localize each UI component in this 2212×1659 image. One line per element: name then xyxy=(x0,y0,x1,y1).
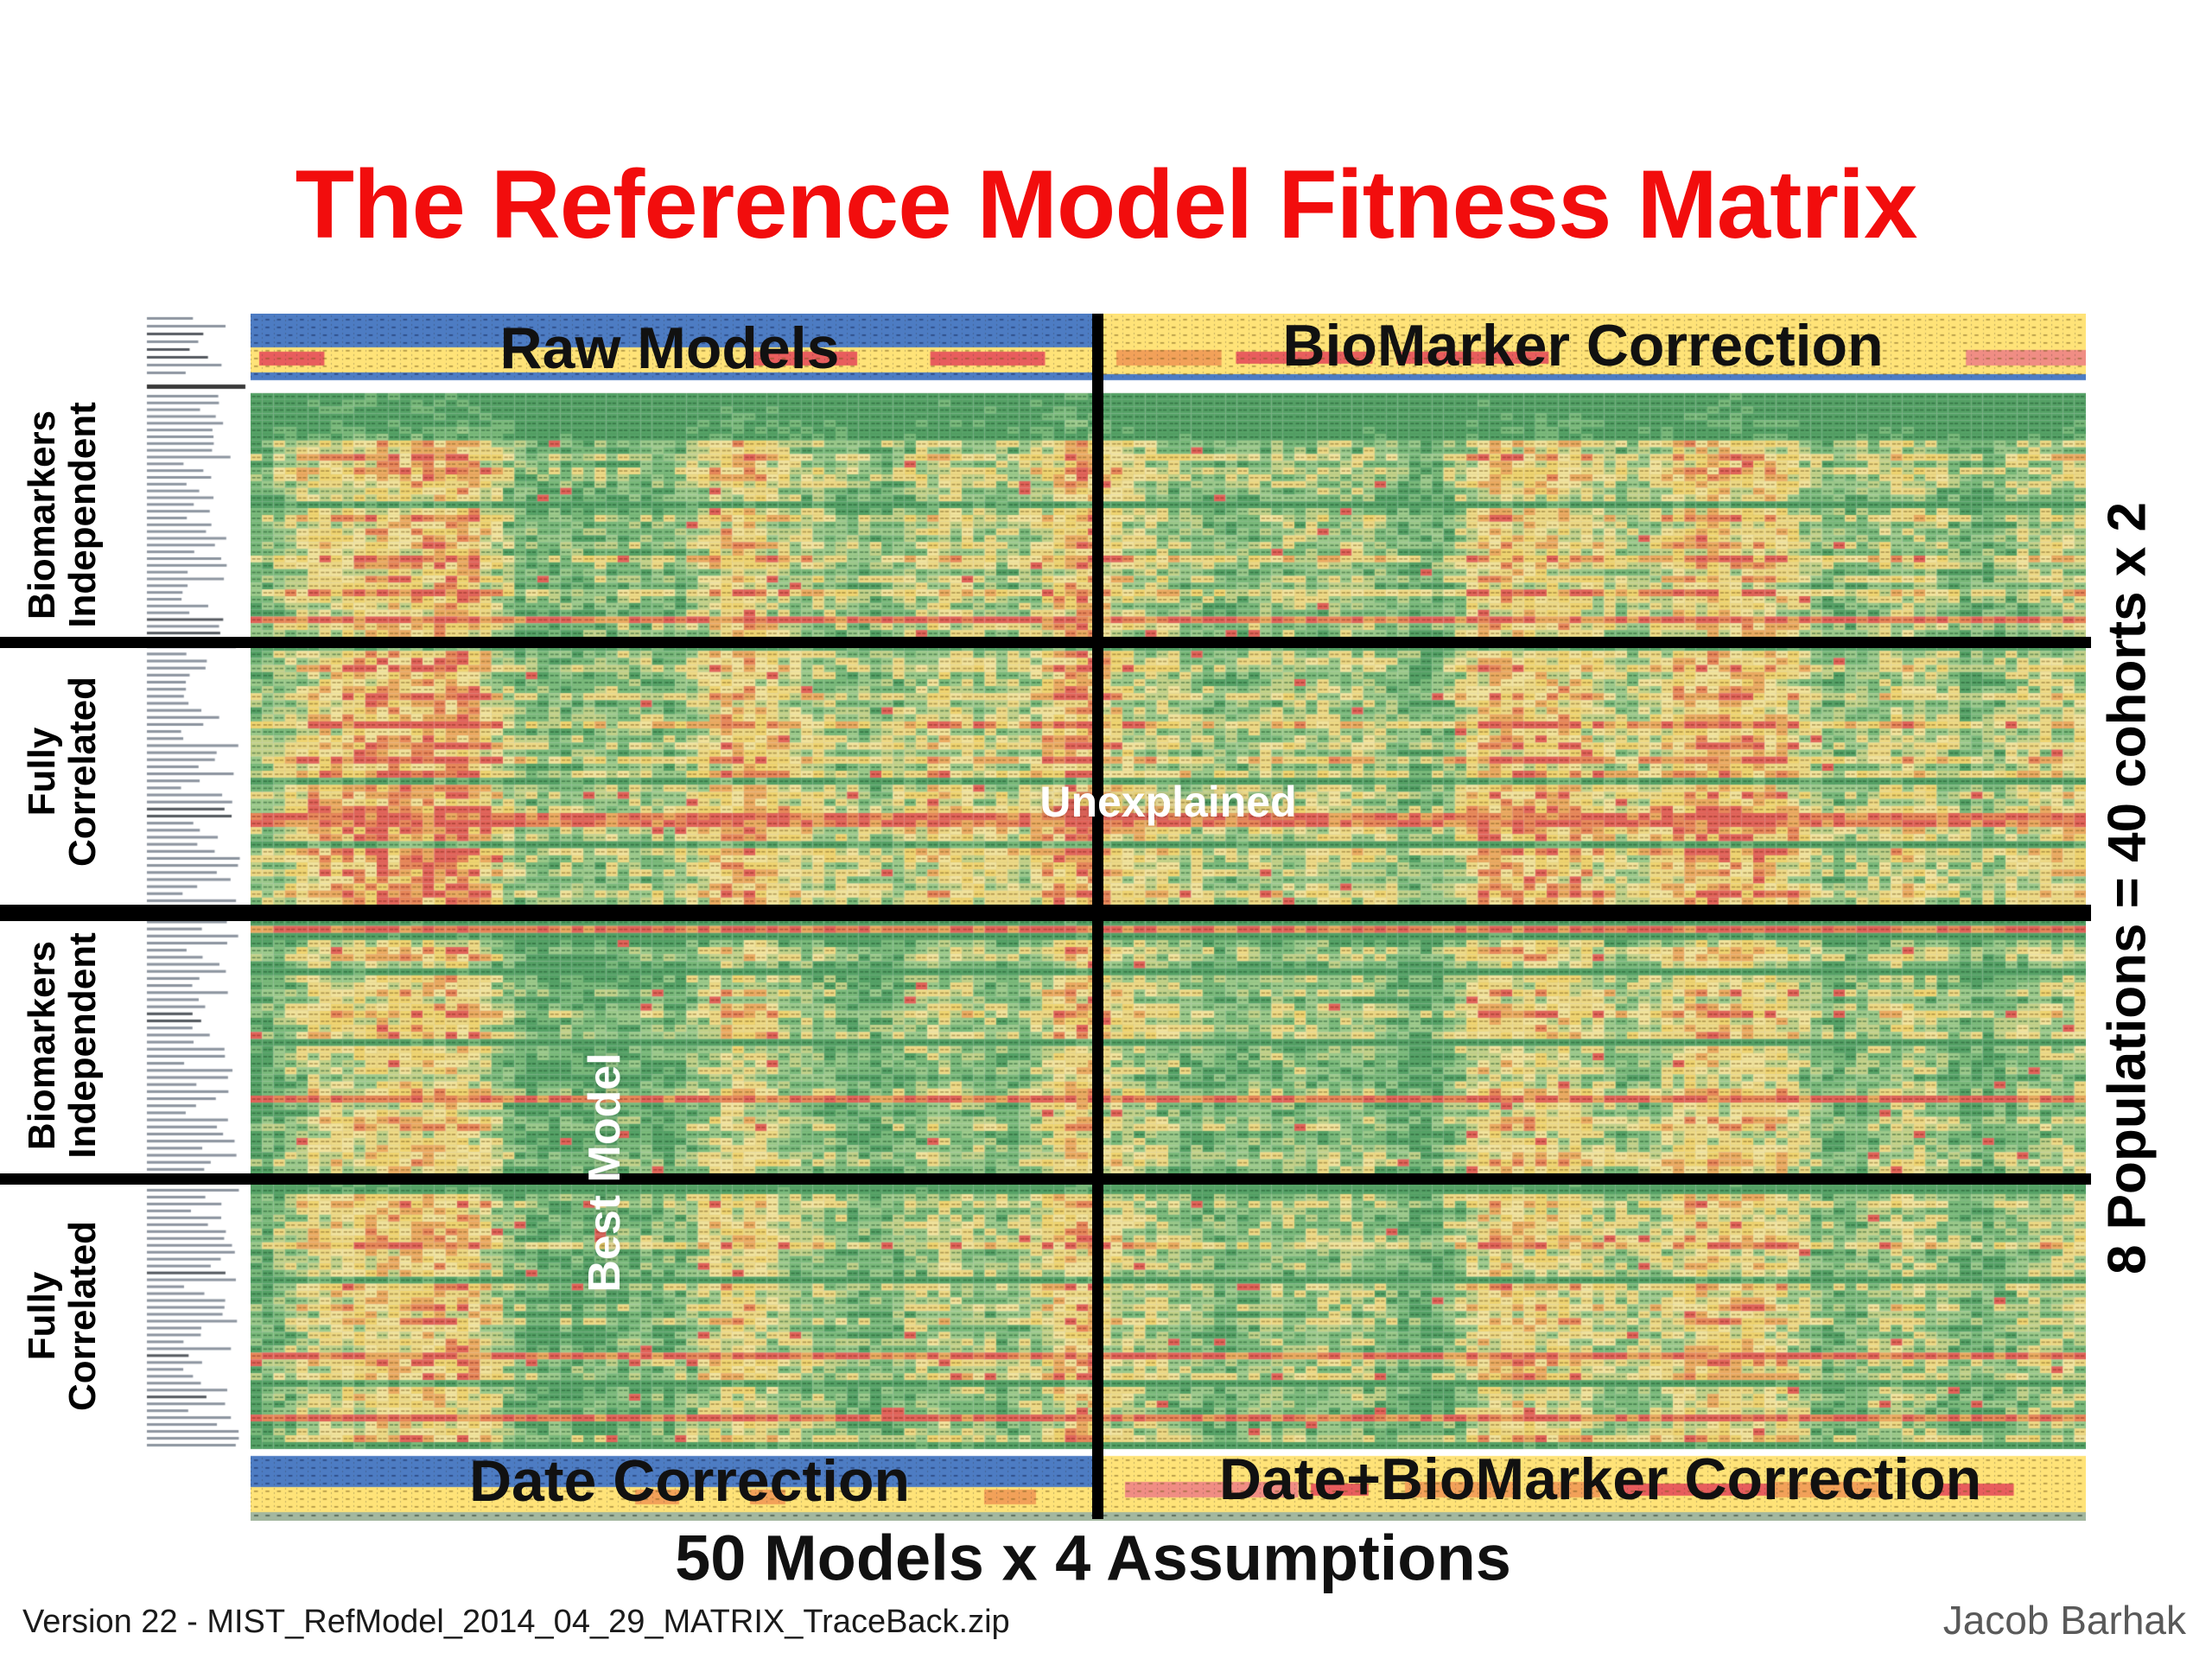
horizontal-divider-3 xyxy=(0,1173,2091,1185)
footer-author: Jacob Barhak xyxy=(1942,1598,2186,1643)
row-group-line: Independent xyxy=(61,402,104,628)
row-group-label-fully-correlated-1: Fully Correlated xyxy=(21,676,104,868)
quadrant-label-biomarker-correction: BioMarker Correction xyxy=(1282,313,1884,378)
horizontal-divider-1 xyxy=(0,637,2091,648)
row-group-line: Independent xyxy=(61,932,104,1159)
row-group-label-fully-correlated-2: Fully Correlated xyxy=(21,1220,104,1412)
right-axis-label: 8 Populations = 40 cohorts x 2 xyxy=(2097,501,2158,1275)
row-group-line: Correlated xyxy=(61,676,104,868)
row-group-line: Biomarkers xyxy=(21,410,63,620)
row-group-line: Biomarkers xyxy=(21,940,63,1151)
quadrant-label-date-correction: Date Correction xyxy=(468,1448,911,1514)
row-group-line: Fully xyxy=(21,1271,63,1361)
horizontal-divider-2 xyxy=(0,905,2091,921)
quadrant-label-raw-models: Raw Models xyxy=(499,315,840,381)
row-group-line: Correlated xyxy=(61,1220,104,1412)
bottom-caption: 50 Models x 4 Assumptions xyxy=(675,1522,1511,1594)
quadrant-label-date-biomarker-correction: Date+BioMarker Correction xyxy=(1218,1446,1982,1512)
annotation-best-model: Best Model xyxy=(580,1052,630,1293)
footer-version-text: Version 22 - MIST_RefModel_2014_04_29_MA… xyxy=(22,1604,1010,1640)
slide-title: The Reference Model Fitness Matrix xyxy=(295,150,1918,258)
row-group-label-biomarkers-independent-1: Biomarkers Independent xyxy=(21,402,104,628)
row-group-label-biomarkers-independent-2: Biomarkers Independent xyxy=(21,932,104,1159)
annotation-unexplained: Unexplained xyxy=(1039,778,1297,826)
row-group-line: Fully xyxy=(21,727,63,817)
